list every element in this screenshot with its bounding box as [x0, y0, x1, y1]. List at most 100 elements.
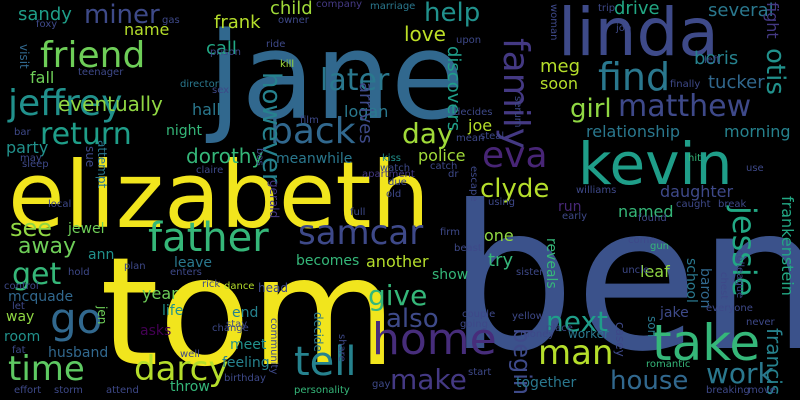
word-early: early: [562, 211, 588, 222]
word-way: way: [6, 309, 35, 325]
word-see: see: [10, 214, 53, 242]
word-director: director: [180, 79, 219, 90]
word-woman: woman: [548, 4, 559, 41]
word-bos: bos: [254, 148, 265, 166]
word-joe: joe: [468, 116, 493, 135]
word-fall: fall: [30, 68, 55, 87]
word-girl: girl: [570, 94, 612, 124]
word-help: help: [424, 0, 481, 28]
word-romantic: romantic: [646, 359, 691, 370]
word-due: due: [388, 177, 407, 188]
word-fight: fight: [763, 2, 782, 39]
word-police: police: [418, 146, 466, 165]
word-throw: throw: [170, 379, 210, 395]
word-meanwhile: meanwhile: [276, 151, 353, 167]
word-home: home: [372, 314, 497, 365]
word-back: back: [270, 111, 356, 152]
word-effort: effort: [14, 385, 42, 396]
word-clyde: clyde: [480, 174, 550, 204]
word-marriage: marriage: [370, 1, 416, 12]
word-frankenstein: frankenstein: [778, 196, 797, 296]
word-night: night: [166, 123, 203, 139]
word-plan: plan: [124, 261, 146, 272]
word-film: film: [300, 115, 319, 126]
word-let: let: [12, 301, 25, 312]
word-enters: enters: [170, 267, 202, 278]
word-hit: hit: [688, 153, 702, 164]
word-share: share: [336, 334, 347, 362]
word-get: get: [12, 257, 62, 292]
word-man: man: [538, 333, 614, 373]
word-love: love: [404, 22, 446, 46]
word-full: full: [350, 207, 366, 218]
word-place: place: [546, 323, 573, 334]
word-samcar: samcar: [298, 213, 424, 253]
word-hold: hold: [68, 267, 90, 278]
word-run: run: [558, 199, 582, 215]
word-may: may: [20, 153, 42, 164]
word-yellow: yellow: [512, 311, 544, 322]
word-breaking: breaking: [706, 385, 750, 396]
word-soon: soon: [540, 74, 579, 93]
word-gas: gas: [162, 15, 180, 26]
word-house: house: [610, 366, 689, 396]
word-going: going: [460, 319, 488, 330]
word-attend: attend: [106, 385, 139, 396]
word-named: named: [618, 202, 674, 221]
word-relationship: relationship: [586, 122, 681, 141]
word-apartment: apartment: [362, 169, 415, 180]
word-caught: caught: [676, 199, 711, 210]
word-change: change: [212, 323, 249, 334]
word-son: son: [645, 316, 659, 338]
word-break: break: [718, 199, 747, 210]
word-gerald: gerald: [267, 180, 281, 219]
word-tom: tom: [100, 226, 397, 400]
word-eventually: eventually: [58, 92, 163, 116]
word-gun: gun: [650, 241, 670, 252]
word-use: use: [746, 163, 764, 174]
word-well: well: [180, 349, 200, 360]
word-casey: casey: [613, 322, 627, 357]
word-next: next: [546, 305, 609, 338]
word-call: call: [206, 38, 237, 59]
word-matthew: matthew: [618, 89, 752, 124]
word-drive: drive: [614, 0, 660, 19]
word-decides: decides: [454, 107, 493, 118]
word-teenager: teenager: [78, 67, 124, 78]
word-colleague: colleague: [734, 250, 745, 299]
word-friend: friend: [40, 35, 146, 76]
word-feeling: feeling: [222, 355, 270, 371]
word-job: job: [616, 23, 632, 34]
word-year: year: [142, 284, 178, 303]
word-away: away: [18, 234, 76, 259]
word-discovers: discovers: [443, 46, 464, 132]
word-jane: jane: [208, 8, 465, 147]
word-mean: mean: [456, 133, 485, 144]
word-money: money: [520, 329, 555, 340]
word-school: school: [683, 258, 699, 303]
word-life: life: [162, 303, 184, 319]
word-also: also: [386, 304, 439, 334]
word-give: give: [368, 279, 428, 312]
word-finally: finally: [670, 79, 701, 90]
word-hall: hall: [192, 100, 221, 119]
word-couple: couple: [462, 309, 496, 320]
word-darcy: darcy: [134, 349, 229, 389]
word-meet: meet: [230, 337, 267, 353]
word-morning: morning: [724, 122, 791, 141]
word-community: community: [268, 318, 279, 375]
word-arrives: arrives: [355, 82, 376, 144]
word-trip: trip: [598, 3, 616, 14]
word-personality: personality: [294, 385, 350, 396]
word-day: day: [402, 117, 454, 150]
word-storm: storm: [54, 385, 83, 396]
word-find: find: [598, 55, 671, 99]
word-watch: watch: [380, 163, 411, 174]
word-never: never: [746, 317, 775, 328]
word-end: end: [232, 305, 259, 321]
word-start: start: [468, 367, 492, 378]
word-jake: jake: [660, 305, 689, 321]
word-elizabeth: elizabeth: [8, 142, 430, 249]
word-sister: sister: [516, 267, 544, 278]
